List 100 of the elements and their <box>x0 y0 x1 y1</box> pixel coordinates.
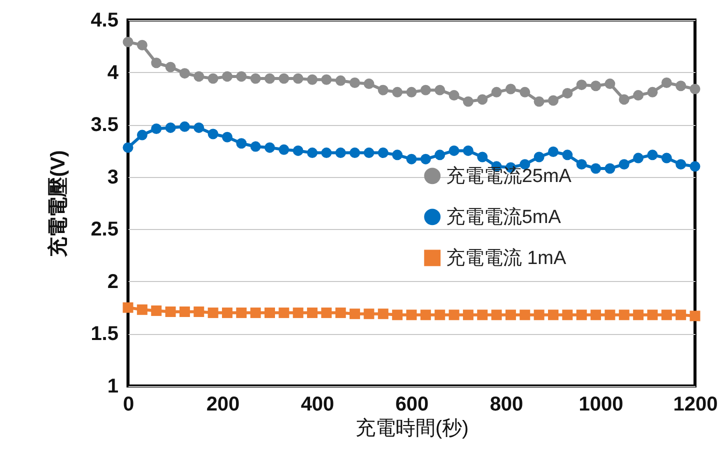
point <box>491 310 502 320</box>
point <box>307 308 318 318</box>
point <box>647 150 658 160</box>
point <box>448 90 460 101</box>
point <box>420 310 431 320</box>
point <box>576 159 587 170</box>
point <box>406 310 417 320</box>
point <box>250 308 261 318</box>
point <box>222 132 232 142</box>
point <box>647 86 658 98</box>
point <box>136 304 148 315</box>
point <box>548 95 558 106</box>
point <box>562 88 573 98</box>
point <box>278 73 290 84</box>
point <box>307 74 318 85</box>
x-tick-label: 0 <box>122 394 134 416</box>
point <box>562 150 573 160</box>
y-tick-label: 3.5 <box>90 114 118 136</box>
point <box>222 308 232 318</box>
y-tick-label: 1 <box>107 376 118 398</box>
point <box>136 40 148 50</box>
point <box>406 154 417 164</box>
point <box>292 73 304 84</box>
y-tick-label: 4 <box>107 62 120 84</box>
point <box>194 306 204 317</box>
y-tick-label: 2 <box>107 270 118 293</box>
point <box>676 310 686 320</box>
point <box>548 146 558 157</box>
point <box>278 308 290 318</box>
point <box>222 71 232 82</box>
legend-label: 充電電流 1mA <box>446 246 567 269</box>
point <box>136 130 148 140</box>
point <box>491 86 502 98</box>
point <box>194 71 204 82</box>
legend-label: 充電電流25mA <box>446 164 572 187</box>
point <box>661 152 672 164</box>
point <box>505 310 516 320</box>
point <box>278 144 290 155</box>
point <box>676 80 686 92</box>
point <box>151 58 162 68</box>
point <box>122 36 134 48</box>
point <box>364 148 374 158</box>
point <box>590 163 602 174</box>
point <box>576 80 587 90</box>
point <box>236 308 247 318</box>
point <box>364 308 374 320</box>
point <box>264 308 275 318</box>
point <box>505 84 516 94</box>
y-tick-label: 2.5 <box>90 218 118 241</box>
point <box>350 78 360 88</box>
point <box>236 138 247 149</box>
point <box>165 122 176 133</box>
point <box>378 308 388 320</box>
point <box>321 148 332 158</box>
point <box>590 310 602 320</box>
point <box>208 128 218 140</box>
point <box>448 310 460 320</box>
point <box>378 148 388 158</box>
point <box>604 310 616 320</box>
point <box>462 310 474 320</box>
point <box>335 75 346 86</box>
point <box>264 142 275 153</box>
point <box>392 86 403 98</box>
point <box>462 96 474 107</box>
point <box>434 310 446 320</box>
point <box>350 308 360 320</box>
y-axis-title: 充電電壓(V) <box>46 150 70 258</box>
point <box>392 150 403 160</box>
point <box>335 148 346 158</box>
point <box>250 73 261 84</box>
point <box>321 308 332 318</box>
point <box>151 305 162 316</box>
point <box>165 306 176 317</box>
point <box>576 310 587 320</box>
x-tick-label: 800 <box>490 394 524 416</box>
point <box>618 159 630 170</box>
point <box>292 145 304 156</box>
point <box>604 78 616 90</box>
point <box>434 84 446 96</box>
point <box>633 90 644 101</box>
point <box>520 86 530 98</box>
point <box>264 73 275 84</box>
point <box>292 308 304 318</box>
point <box>208 73 218 84</box>
point <box>378 84 388 96</box>
point <box>420 84 431 96</box>
x-tick-label: 1000 <box>578 394 624 416</box>
y-tick-label: 3 <box>107 166 118 188</box>
point <box>122 142 134 153</box>
point <box>477 310 488 320</box>
x-tick-label: 400 <box>300 394 334 416</box>
point <box>477 94 488 105</box>
x-tick-label: 1200 <box>673 394 718 416</box>
point <box>520 310 530 320</box>
point <box>618 310 630 320</box>
x-axis-title: 充電時間(秒) <box>355 418 469 440</box>
point <box>179 306 190 317</box>
point <box>321 74 332 85</box>
point <box>477 152 488 162</box>
point <box>179 121 190 132</box>
